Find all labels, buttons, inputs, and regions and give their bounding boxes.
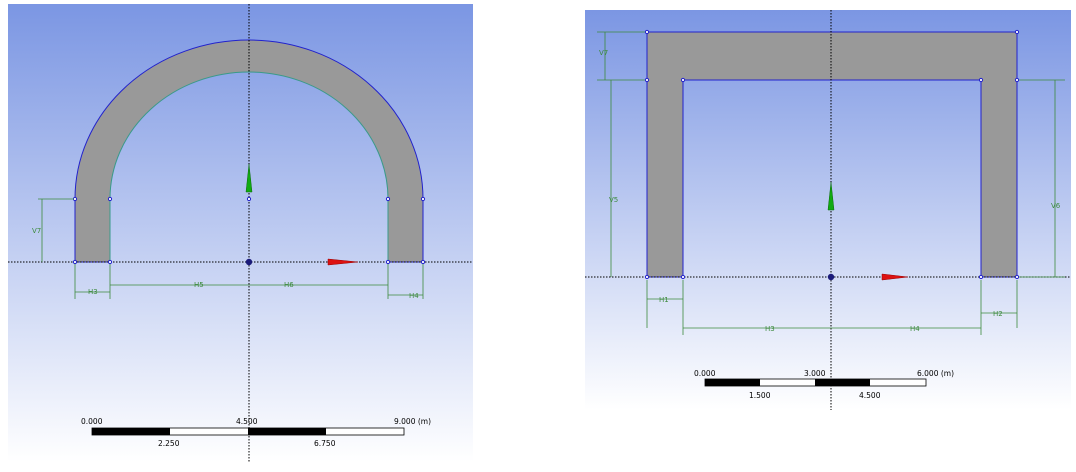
x-axis-arrow-icon [327, 258, 359, 266]
sketch-vertices[interactable] [644, 29, 1020, 280]
scale-label-q1: 2.250 [158, 439, 180, 448]
dimension-h2[interactable]: H2 [993, 310, 1003, 318]
left-viewport[interactable]: V7 H3 H5 H6 H4 0.000 4.500 9.000 (m) 2.2… [8, 4, 473, 462]
scale-bar: 0.000 4.500 9.000 (m) 2.250 6.750 [81, 417, 431, 448]
dimension-h5[interactable]: H5 [194, 281, 204, 289]
scale-label-mid: 4.500 [236, 417, 258, 426]
dimension-v5[interactable]: V5 [609, 196, 618, 204]
arch-body[interactable] [75, 40, 423, 262]
scale-label-max: 9.000 (m) [394, 417, 431, 426]
dimension-v7[interactable]: V7 [32, 227, 41, 235]
origin-point[interactable] [245, 258, 253, 266]
right-viewport[interactable]: V7 V5 V6 H1 H3 H4 H2 0.000 3.000 6.000 (… [585, 10, 1071, 410]
scale-label-max: 6.000 (m) [917, 369, 954, 378]
dimension-h1[interactable]: H1 [659, 296, 669, 304]
y-axis-arrow-icon [245, 163, 253, 193]
scale-label-q1: 1.500 [749, 391, 771, 400]
dimension-h4[interactable]: H4 [409, 292, 419, 300]
scale-label-q3: 4.500 [859, 391, 881, 400]
right-sketch-canvas[interactable]: V7 V5 V6 H1 H3 H4 H2 0.000 3.000 6.000 (… [585, 10, 1071, 410]
scale-label-mid: 3.000 [804, 369, 826, 378]
arch-inner-edge[interactable] [109, 71, 389, 262]
scale-label-0: 0.000 [694, 369, 716, 378]
scale-bar: 0.000 3.000 6.000 (m) 1.500 4.500 [694, 369, 954, 400]
origin-point[interactable] [827, 273, 835, 281]
dimension-v7[interactable]: V7 [599, 49, 608, 57]
scale-label-q3: 6.750 [314, 439, 336, 448]
left-sketch-canvas[interactable]: V7 H3 H5 H6 H4 0.000 4.500 9.000 (m) 2.2… [8, 4, 473, 462]
dimension-v6[interactable]: V6 [1051, 202, 1061, 210]
dimension-h3[interactable]: H3 [765, 325, 775, 333]
dimension-h6[interactable]: H6 [284, 281, 294, 289]
scale-label-0: 0.000 [81, 417, 103, 426]
dimension-h4[interactable]: H4 [910, 325, 920, 333]
x-axis-arrow-icon [881, 273, 909, 281]
dimension-h3[interactable]: H3 [88, 288, 98, 296]
y-axis-arrow-icon [827, 181, 835, 211]
